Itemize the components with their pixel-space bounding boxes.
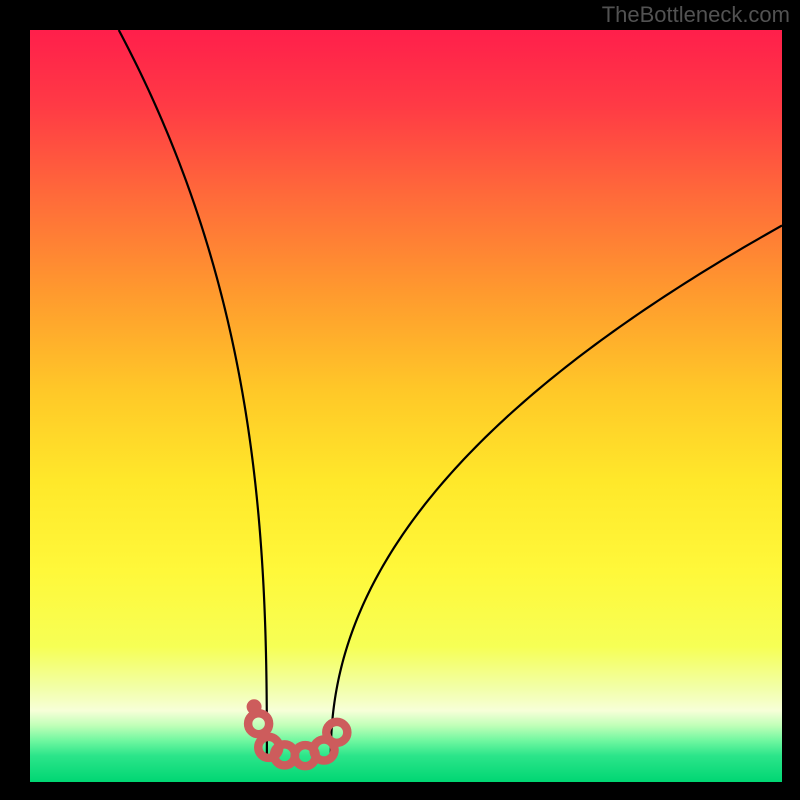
watermark-text: TheBottleneck.com <box>602 2 790 28</box>
gradient-background <box>30 30 782 782</box>
chart-container: TheBottleneck.com <box>0 0 800 800</box>
plot-area <box>30 30 782 782</box>
